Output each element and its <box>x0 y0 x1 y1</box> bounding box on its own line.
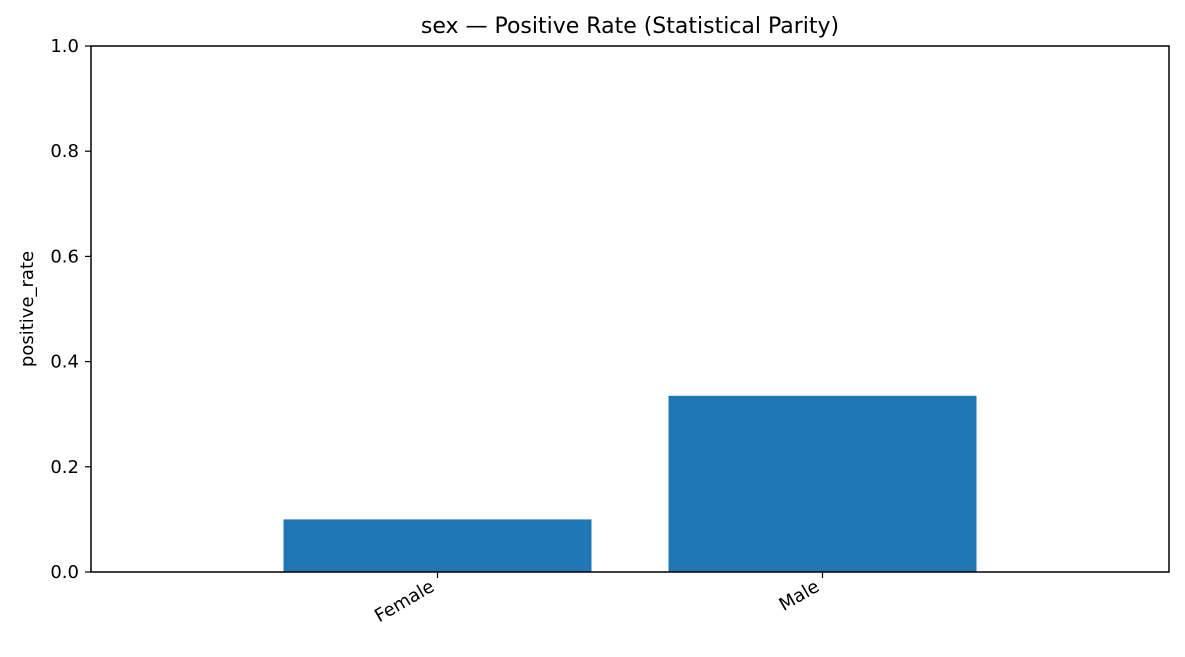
y-tick-label: 0.4 <box>50 352 79 373</box>
bar-male <box>668 395 977 572</box>
y-tick-label: 1.0 <box>50 36 79 57</box>
chart-title: sex — Positive Rate (Statistical Parity) <box>421 14 839 39</box>
bar-female <box>283 519 592 572</box>
y-tick-label: 0.0 <box>50 562 79 583</box>
x-axis-ticks: Female Male <box>371 572 824 627</box>
y-tick-label: 0.8 <box>50 141 79 162</box>
y-tick-label: 0.2 <box>50 457 79 478</box>
x-tick-label-female: Female <box>371 576 438 627</box>
y-axis-ticks: 0.0 0.2 0.4 0.6 0.8 1.0 <box>50 36 91 583</box>
y-tick-label: 0.6 <box>50 246 79 267</box>
x-tick-label-male: Male <box>776 576 823 616</box>
bars <box>283 395 977 572</box>
y-axis-label: positive_rate <box>17 251 38 367</box>
plot-frame <box>90 45 1170 573</box>
